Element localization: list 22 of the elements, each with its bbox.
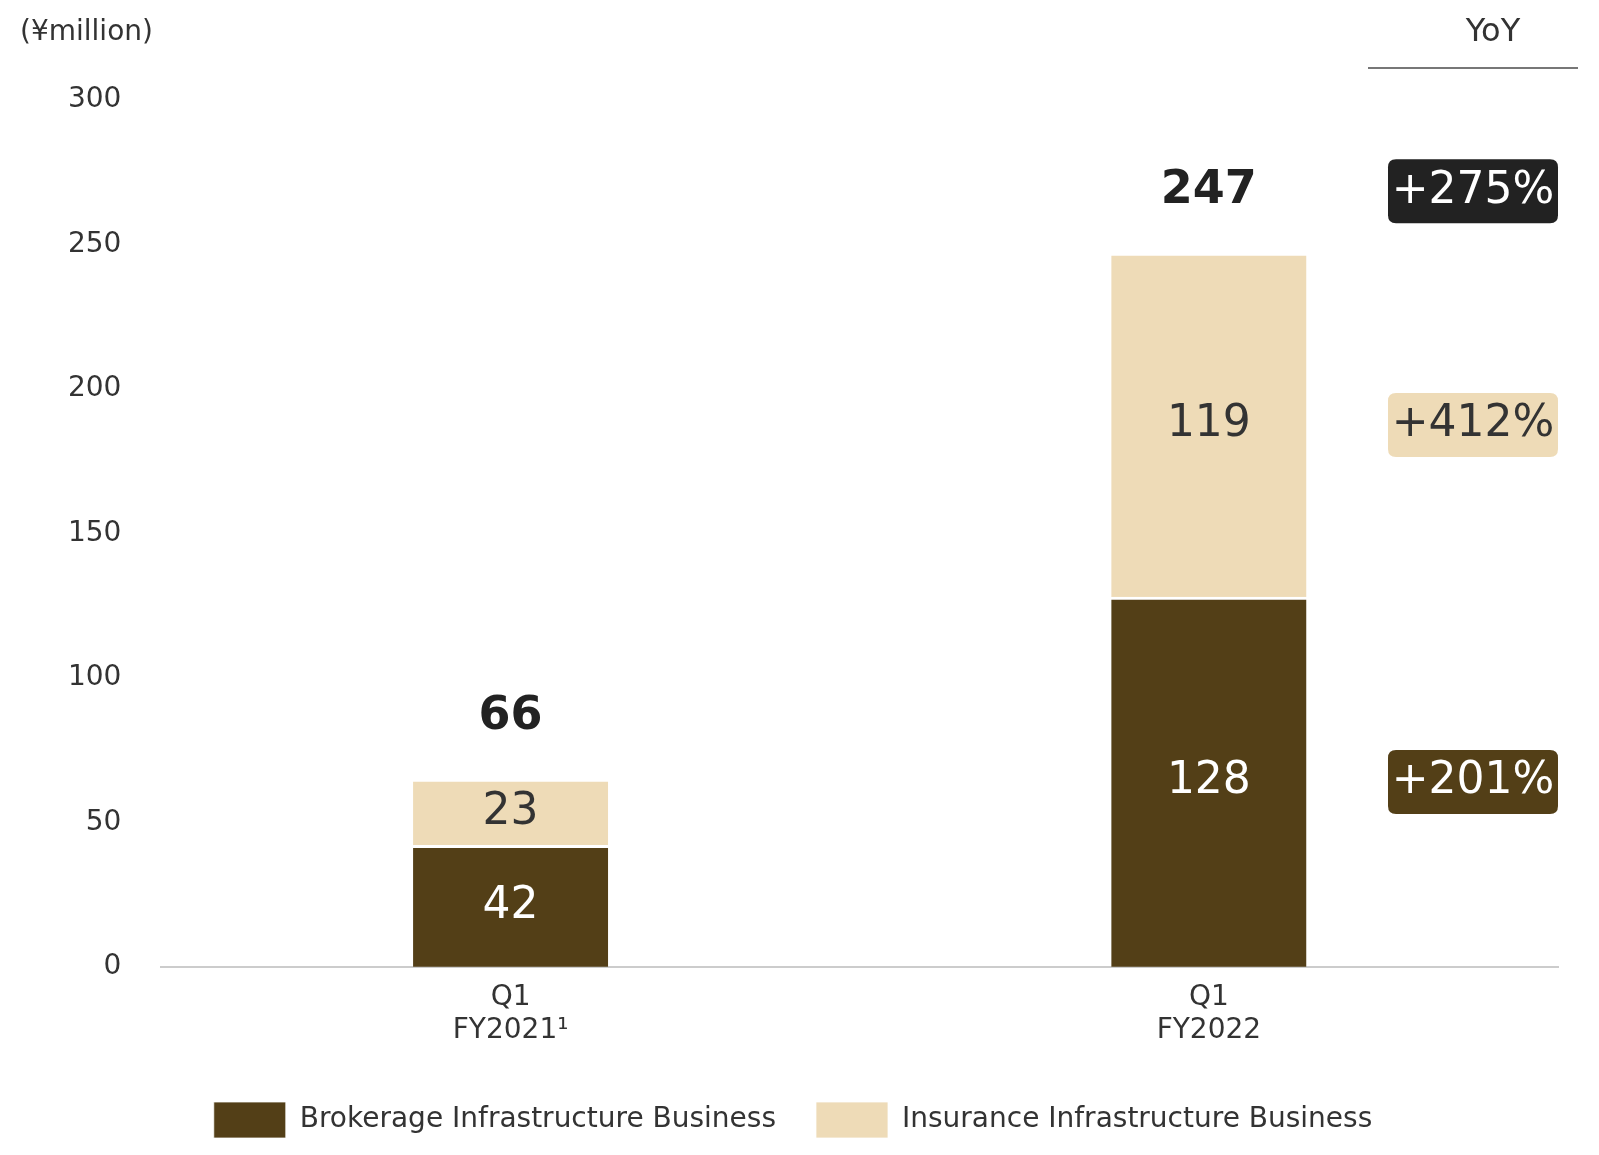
y-tick-label: 250 [67,225,122,259]
y-tick-label: 200 [67,370,122,404]
data-label: 23 [482,782,539,834]
legend-label: Brokerage Infrastructure Business [299,1101,776,1135]
x-tick-label: Q1 FY2022 [1156,978,1262,1046]
text: YoY [1464,11,1521,50]
y-tick-label: 300 [67,81,122,115]
y-axis-title: (¥million) [20,14,153,48]
legend-label: Insurance Infrastructure Business [901,1101,1373,1135]
annotation: +412% [1391,395,1555,447]
y-tick-label: 0 [103,948,122,982]
data-label: 128 [1166,752,1251,804]
data-label: 42 [482,876,539,928]
y-tick-label: 50 [85,803,122,837]
y-tick-label: 150 [67,514,122,548]
x-tick-label: Q1 FY2021¹ [452,978,569,1046]
total-label: 247 [1160,160,1257,215]
y-tick-label: 100 [67,659,122,693]
annotation: +275% [1391,161,1555,213]
total-label: 66 [478,685,543,740]
data-label: 119 [1166,395,1251,447]
annotation: +201% [1391,752,1555,804]
